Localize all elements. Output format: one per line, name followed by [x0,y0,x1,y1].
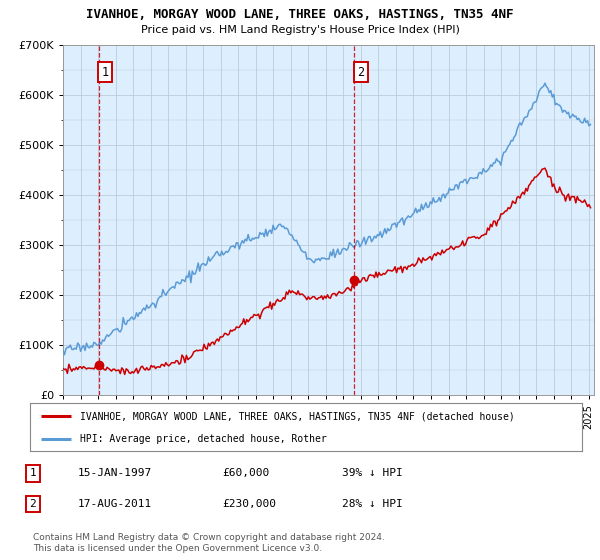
Text: £60,000: £60,000 [222,468,269,478]
Text: 15-JAN-1997: 15-JAN-1997 [78,468,152,478]
Text: 1: 1 [29,468,37,478]
Text: 1: 1 [101,66,109,79]
Text: Price paid vs. HM Land Registry's House Price Index (HPI): Price paid vs. HM Land Registry's House … [140,25,460,35]
Text: Contains HM Land Registry data © Crown copyright and database right 2024.
This d: Contains HM Land Registry data © Crown c… [33,533,385,553]
Text: 28% ↓ HPI: 28% ↓ HPI [342,499,403,509]
Text: £230,000: £230,000 [222,499,276,509]
Text: 39% ↓ HPI: 39% ↓ HPI [342,468,403,478]
Text: IVANHOE, MORGAY WOOD LANE, THREE OAKS, HASTINGS, TN35 4NF: IVANHOE, MORGAY WOOD LANE, THREE OAKS, H… [86,8,514,21]
Text: 17-AUG-2011: 17-AUG-2011 [78,499,152,509]
Text: 2: 2 [29,499,37,509]
Text: HPI: Average price, detached house, Rother: HPI: Average price, detached house, Roth… [80,434,326,444]
Text: IVANHOE, MORGAY WOOD LANE, THREE OAKS, HASTINGS, TN35 4NF (detached house): IVANHOE, MORGAY WOOD LANE, THREE OAKS, H… [80,411,514,421]
Text: 2: 2 [357,66,364,79]
